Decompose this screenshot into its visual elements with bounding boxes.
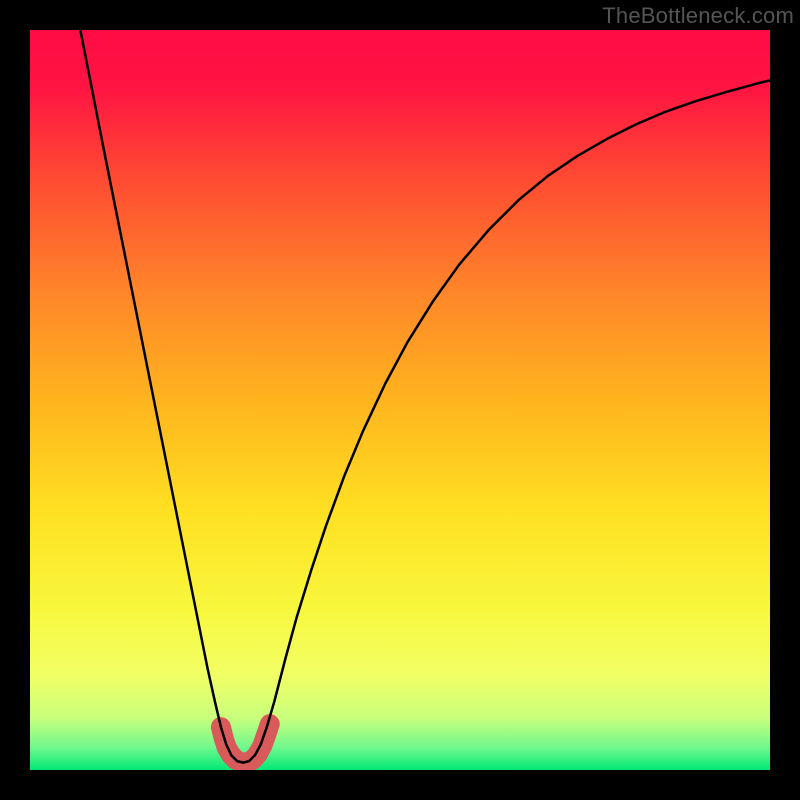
gradient-background bbox=[30, 30, 770, 770]
plot-area bbox=[30, 30, 770, 770]
chart-frame: TheBottleneck.com bbox=[0, 0, 800, 800]
chart-svg bbox=[30, 30, 770, 770]
attribution-text: TheBottleneck.com bbox=[602, 3, 794, 29]
